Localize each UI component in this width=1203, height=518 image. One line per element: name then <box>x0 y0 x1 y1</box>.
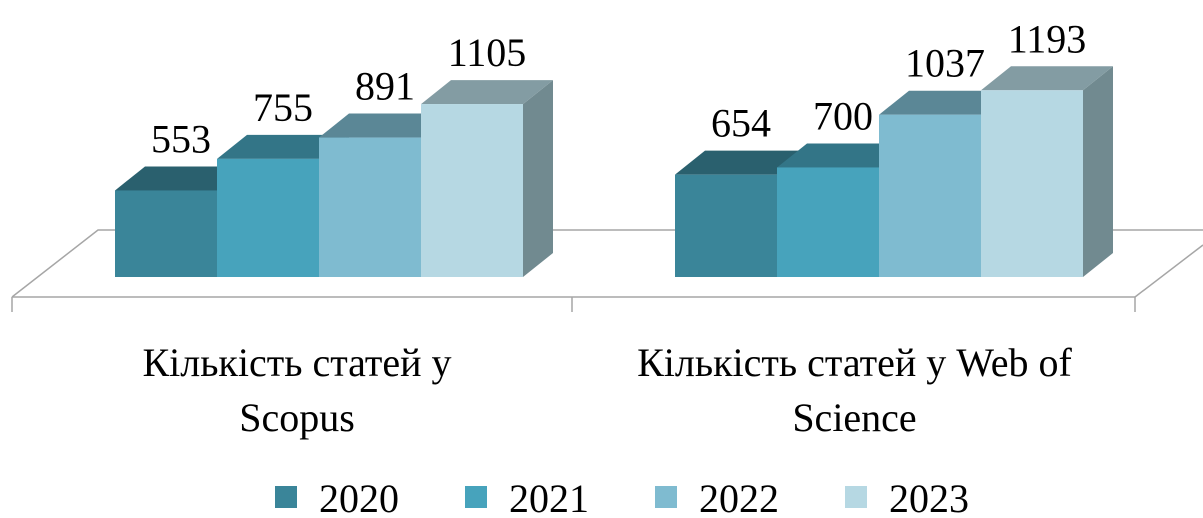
data-label: 755 <box>253 85 313 130</box>
legend-label: 2021 <box>509 476 589 518</box>
bar-top <box>319 113 451 138</box>
x-tick-label: Кількість статей у Scopus <box>142 340 452 440</box>
data-label: 1193 <box>1008 16 1087 61</box>
data-label: 891 <box>355 64 415 109</box>
data-label: 1105 <box>448 30 527 75</box>
data-label: 1037 <box>905 41 985 86</box>
legend-label: 2023 <box>889 476 969 518</box>
x-tick-label: Кількість статей у Web of Science <box>637 340 1072 440</box>
bar-top <box>675 150 807 175</box>
bar-top <box>777 143 909 168</box>
bar-front <box>981 90 1083 277</box>
bar <box>981 66 1113 277</box>
bar-front <box>675 174 777 277</box>
bar-front <box>319 137 421 277</box>
bar-front <box>217 158 319 277</box>
legend-label: 2020 <box>319 476 399 518</box>
legend-swatch <box>465 486 487 508</box>
floor-side <box>1134 244 1203 298</box>
bar-top <box>879 90 1011 115</box>
legend-swatch <box>655 486 677 508</box>
data-label: 553 <box>151 116 211 161</box>
legend-swatch <box>275 486 297 508</box>
bar-side <box>523 80 553 277</box>
bar-top <box>217 134 349 159</box>
bar-side <box>1083 66 1113 277</box>
legend-label: 2022 <box>699 476 779 518</box>
data-label: 654 <box>711 101 771 146</box>
bar-top <box>115 166 247 191</box>
bar-top <box>421 80 553 105</box>
data-label: 700 <box>813 93 873 138</box>
bar-front <box>777 167 879 277</box>
bar-top <box>981 66 1113 91</box>
legend-swatch <box>845 486 867 508</box>
bar-front <box>421 104 523 277</box>
bar <box>421 80 553 277</box>
bar-front <box>115 190 217 277</box>
bar-front <box>879 114 981 277</box>
